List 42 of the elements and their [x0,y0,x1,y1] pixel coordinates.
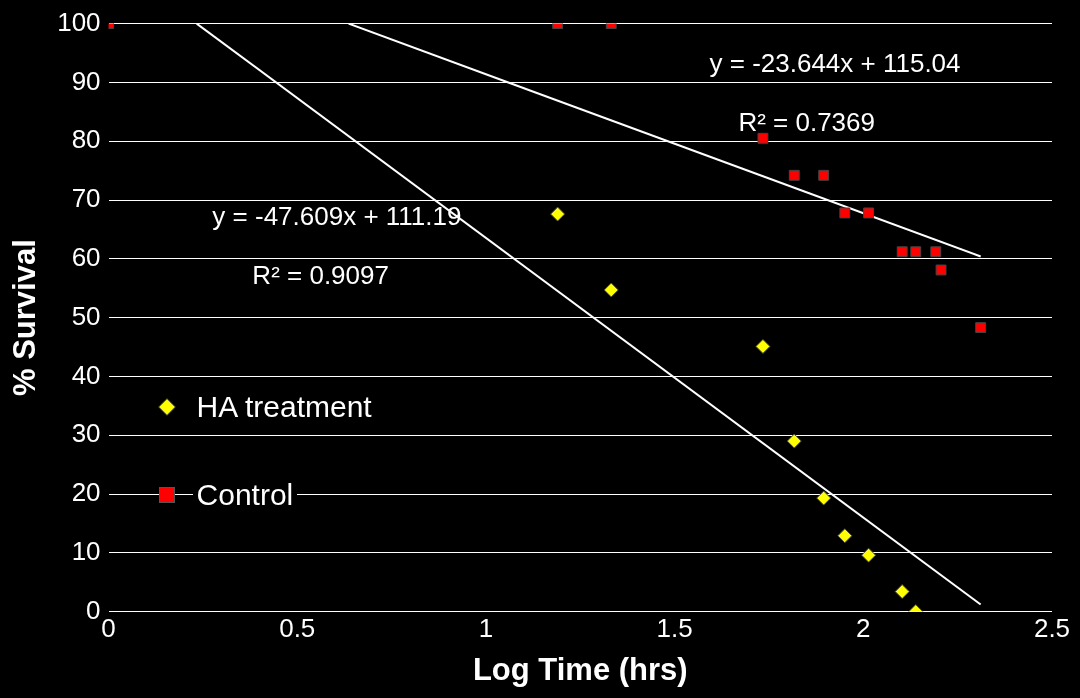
x-tick-label: 1.5 [656,613,693,644]
y-tick-label: 50 [71,300,101,331]
y-tick-label: 30 [71,418,101,449]
point [757,132,769,144]
point [816,490,832,506]
y-tick-label: 60 [71,241,101,272]
y-axis-title: % Survival [7,239,43,397]
point [930,246,942,258]
y-tick-label: 0 [86,594,101,625]
annotation: R² = 0.9097 [252,259,389,290]
legend-label: HA treatment [192,387,376,426]
point [603,282,619,298]
point [837,528,853,544]
y-tick-label: 100 [57,6,101,37]
point [894,584,910,600]
point [786,433,802,449]
point [863,207,875,219]
point [975,322,987,334]
y-tick-label: 80 [71,124,101,155]
point [550,206,566,222]
point [935,264,947,276]
point [839,207,851,219]
point [861,547,877,563]
point [818,169,830,181]
annotation: y = -47.609x + 111.19 [212,200,462,231]
x-tick-label: 2 [856,613,871,644]
y-tick-label: 90 [71,65,101,96]
y-tick-label: 10 [71,535,101,566]
legend-label: Control [192,475,298,514]
x-tick-label: 1 [478,613,494,644]
point [896,246,908,258]
annotation: y = -23.644x + 115.04 [709,47,961,78]
annotation: R² = 0.7369 [738,106,876,137]
y-tick-label: 40 [71,359,101,390]
x-axis-title: Log Time (hrs) [472,651,688,687]
y-tick-label: 70 [71,183,101,214]
point [910,246,922,258]
point [788,169,800,181]
x-tick-label: 0.5 [279,613,316,644]
x-tick-label: 2.5 [1033,613,1071,644]
point [755,338,771,354]
y-tick-label: 20 [71,477,101,508]
